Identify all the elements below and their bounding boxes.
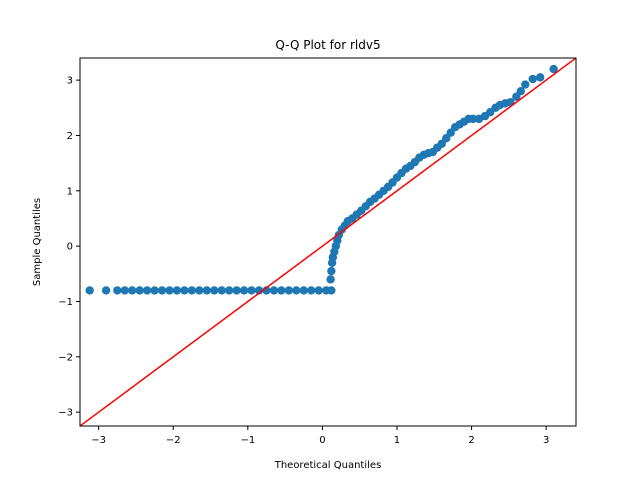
x-axis: −3 −2 −1 0 1 2 3 bbox=[91, 426, 549, 446]
x-tick-label: −2 bbox=[166, 435, 181, 446]
data-point bbox=[135, 286, 144, 295]
y-axis: −3 −2 −1 0 1 2 3 bbox=[58, 76, 80, 419]
data-point bbox=[120, 286, 129, 295]
data-point bbox=[142, 286, 152, 295]
data-point bbox=[549, 64, 558, 74]
data-point bbox=[224, 286, 234, 295]
data-point bbox=[327, 266, 336, 276]
data-point bbox=[535, 73, 545, 82]
x-tick-label: −3 bbox=[91, 435, 106, 446]
y-tick-label: 2 bbox=[67, 131, 73, 142]
data-point bbox=[165, 286, 174, 295]
y-axis-label: Sample Quantiles bbox=[32, 198, 43, 286]
data-point bbox=[85, 286, 94, 295]
data-point bbox=[180, 286, 189, 295]
data-point bbox=[128, 286, 137, 295]
data-point bbox=[284, 286, 294, 295]
data-point bbox=[195, 286, 204, 295]
data-point bbox=[101, 286, 111, 295]
x-tick-label: 0 bbox=[319, 435, 325, 446]
data-point bbox=[292, 286, 301, 295]
data-point bbox=[269, 286, 279, 295]
y-tick-label: 1 bbox=[67, 186, 73, 197]
y-tick-label: −2 bbox=[58, 352, 73, 363]
data-point bbox=[150, 286, 159, 295]
data-point bbox=[327, 286, 336, 295]
data-point bbox=[172, 286, 182, 295]
data-point bbox=[157, 286, 167, 295]
y-tick-label: −1 bbox=[58, 297, 73, 308]
data-point bbox=[210, 286, 219, 295]
data-point bbox=[299, 286, 308, 295]
data-point bbox=[326, 275, 335, 284]
y-tick-label: −3 bbox=[58, 408, 73, 419]
plot-area bbox=[80, 58, 576, 426]
data-point bbox=[277, 286, 286, 295]
x-tick-label: 3 bbox=[543, 435, 549, 446]
reference-line bbox=[80, 58, 576, 426]
x-tick-label: 2 bbox=[468, 435, 474, 446]
data-point bbox=[247, 286, 256, 295]
x-axis-label: Theoretical Quantiles bbox=[274, 460, 382, 471]
data-point bbox=[521, 80, 530, 89]
data-point bbox=[528, 74, 537, 84]
y-tick-label: 3 bbox=[67, 76, 73, 87]
data-point bbox=[232, 286, 241, 295]
data-point bbox=[516, 87, 526, 96]
data-point bbox=[202, 286, 211, 295]
data-point bbox=[187, 286, 197, 295]
x-tick-label: −1 bbox=[240, 435, 255, 446]
data-point bbox=[468, 114, 478, 124]
data-point bbox=[217, 286, 226, 295]
x-tick-label: 1 bbox=[394, 435, 400, 446]
plot-frame bbox=[79, 57, 577, 427]
data-point bbox=[314, 286, 323, 295]
data-point bbox=[307, 286, 316, 295]
data-point bbox=[239, 286, 249, 295]
data-point bbox=[113, 286, 122, 295]
chart-title: Q-Q Plot for rldv5 bbox=[275, 38, 380, 52]
y-tick-label: 0 bbox=[67, 242, 73, 253]
